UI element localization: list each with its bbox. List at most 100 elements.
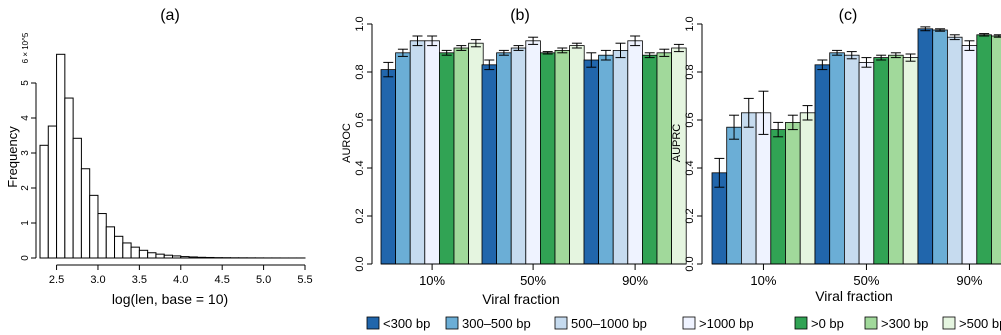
legend: <300 bp 300–500 bp 500–1000 bp >1000 bp >0 b… [366,316,1001,331]
legend-label: >500 bp [959,316,1001,331]
bar [453,47,470,265]
y-tick-label: 0.6 [354,112,366,127]
histogram-x-tick-label: 5.5 [297,274,312,286]
histogram-x-tick-label: 2.5 [49,274,64,286]
bar [612,50,629,265]
histogram-x-axis-label: log(len, base = 10) [112,291,228,307]
auprc-x-axis-label: Viral fraction [815,288,893,304]
histogram-y-multiplier-label: 6 × 10^5 [21,32,30,63]
x-tick-label: 50% [520,273,546,288]
histogram-y-tick-label: 0 [20,255,31,261]
histogram-x-tick-label: 4.5 [215,274,230,286]
bar [770,129,786,265]
bar [785,122,801,265]
bar [395,52,411,265]
auprc-title: (c) [839,7,858,24]
bar [976,34,992,265]
bar [741,112,757,265]
bar [380,69,397,265]
histogram-x-tick-label: 4.0 [173,274,188,286]
y-tick-label: 1.0 [354,16,366,31]
y-tick-label: 1.0 [684,16,696,31]
histogram-bar [80,168,91,259]
legend-swatch [794,316,808,330]
bar [642,54,658,265]
histogram-bar [130,246,140,259]
auprc-y-axis-label: AUPRC [671,124,683,163]
histogram-y-axis-label: Frequency [5,126,20,188]
histogram-bar [147,252,157,259]
bar [873,57,889,265]
y-tick-label: 0.2 [684,208,696,223]
histogram-marks: 0 1 2 3 4 5 6 × 10^5 2.5 3.0 3.5 4.0 4.5 5.0 5.5 [20,32,313,286]
legend-swatch [942,316,956,330]
y-tick-label: 0.0 [354,256,366,271]
histogram-bar [163,254,173,259]
legend-swatch [445,316,459,330]
histogram-panel: (a) Frequency log(len, base = 10) 0 1 2 3 4 5… [5,7,313,307]
bar [991,35,1001,265]
histogram-bar [72,137,82,259]
bar [627,40,643,265]
bar [468,42,484,265]
histogram-bar [105,226,116,259]
histogram-bar [138,249,149,259]
bar [424,40,440,265]
bar [583,59,600,265]
bar [932,29,948,265]
legend-swatch [366,316,380,330]
bar [961,45,978,265]
y-tick-label: 0.0 [684,256,696,271]
histogram-y-tick-label: 5 [20,80,31,86]
bar [844,54,860,265]
histogram-bar [97,213,107,259]
histogram-x-tick-label: 3.5 [132,274,147,286]
bar [917,28,934,265]
x-tick-label: 90% [622,273,648,288]
histogram-x-tick-label: 3.0 [90,274,105,286]
bar [726,126,742,265]
histogram-bar [180,256,190,259]
y-tick-label: 0.4 [354,160,366,175]
histogram-bar [205,256,215,259]
auroc-title: (b) [510,7,530,24]
histogram-bar [155,253,165,259]
bar [409,40,426,265]
histogram-y-tick-label: 3 [20,150,31,156]
histogram-x-tick-label: 5.0 [256,274,271,286]
legend-label: >1000 bp [699,316,754,331]
histogram-bar [114,235,124,259]
bar [902,57,919,265]
bar [888,54,904,265]
bar [569,45,585,265]
y-tick-label: 0.8 [354,64,366,79]
y-tick-label: 0.6 [684,112,696,127]
x-tick-label: 10% [750,273,776,288]
legend-label: 500–1000 bp [571,316,647,331]
histogram-bar [188,256,198,259]
bar [598,54,614,265]
x-tick-label: 90% [956,273,982,288]
auroc-marks: 0.0 0.2 0.4 0.6 0.8 1.0 10% 50% 90% [354,16,687,288]
legend-swatch [864,316,878,330]
histogram-y-tick-label: 1 [20,220,31,226]
bar [496,52,512,265]
bar [438,52,455,265]
y-tick-label: 0.8 [684,64,696,79]
bar [858,62,875,265]
histogram-bar [56,53,66,259]
legend-label: >300 bp [881,316,928,331]
x-tick-label: 50% [853,273,879,288]
bar [510,47,527,265]
histogram-bar [47,125,58,259]
bar [947,36,963,265]
y-tick-label: 0.2 [354,208,366,223]
x-tick-label: 10% [419,273,445,288]
auprc-marks: 0.0 0.2 0.4 0.6 0.8 1.0 10% 50% 90% [684,16,1001,288]
histogram-bar [196,256,207,259]
bar [814,64,831,265]
histogram-bar [89,194,99,259]
auprc-panel: (c) AUPRC Viral fraction 0.0 0.2 0.4 0.6 0.8… [671,7,1001,304]
legend-label: 300–500 bp [462,316,531,331]
legend-swatch [682,316,696,330]
